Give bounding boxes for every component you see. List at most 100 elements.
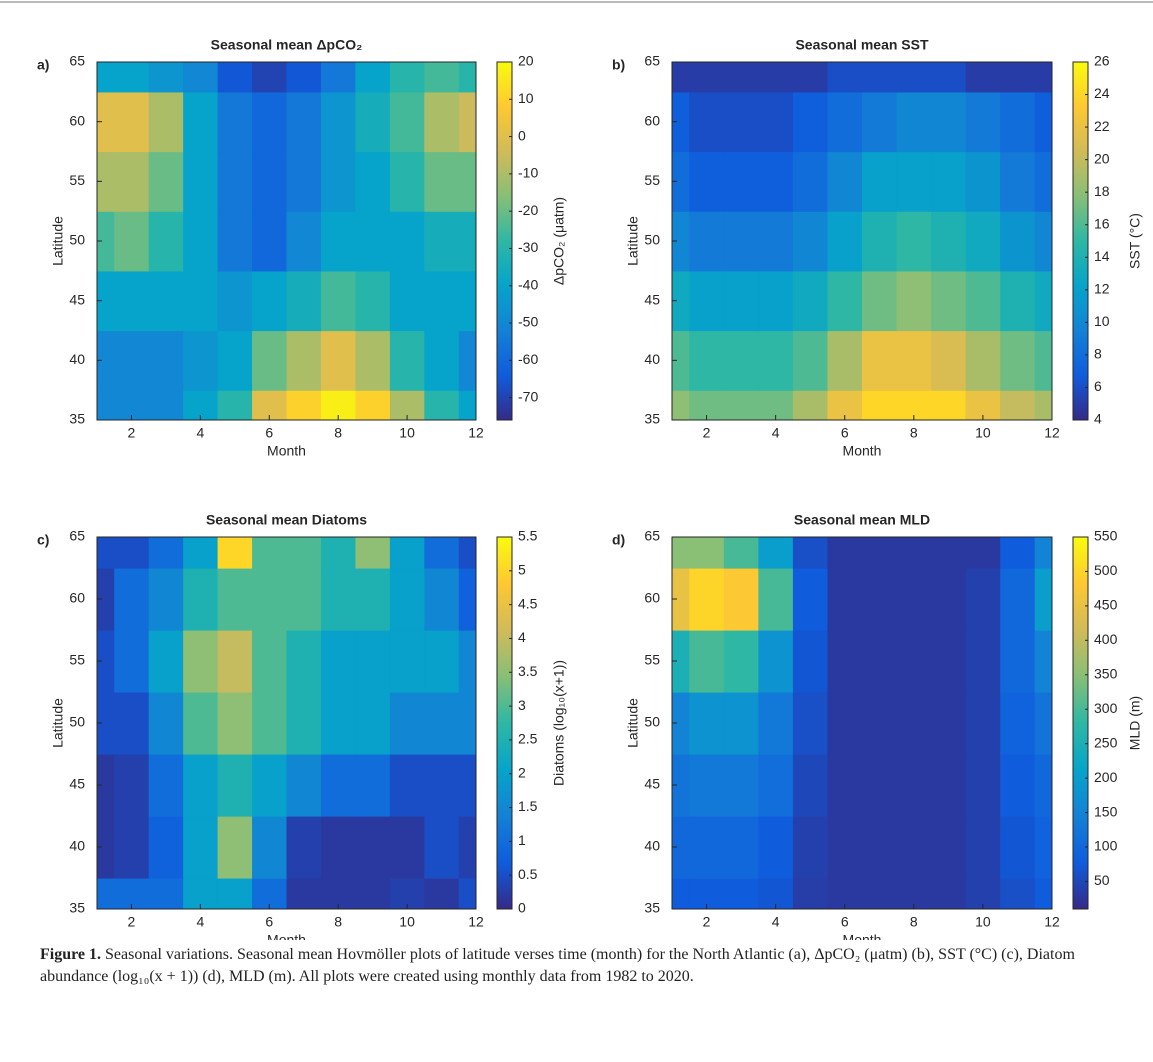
cell	[792, 630, 829, 693]
colorbar-tick-label: 200	[1094, 769, 1118, 785]
cell	[389, 330, 425, 391]
cell	[862, 270, 898, 332]
cell	[114, 330, 150, 391]
y-tick-label: 35	[69, 900, 85, 916]
y-tick-label: 65	[69, 528, 85, 544]
colorbar-tick-label: 50	[1094, 872, 1110, 888]
cell	[896, 692, 932, 755]
cell	[1034, 878, 1052, 909]
x-tick-label: 8	[910, 425, 918, 441]
colorbar-tick-label: 0.5	[518, 866, 538, 882]
colorbar-tick-label: 1.5	[518, 798, 538, 814]
cell	[286, 568, 322, 631]
cell	[320, 692, 357, 755]
cell	[896, 816, 932, 879]
colorbar-tick-label: -70	[518, 388, 538, 404]
cell	[355, 390, 391, 420]
panel-label: a)	[37, 57, 49, 73]
cell	[114, 537, 150, 569]
cell	[97, 211, 115, 272]
colorbar-tick-label: 3.5	[518, 663, 538, 679]
cell	[252, 692, 288, 755]
cell	[320, 816, 357, 879]
cell	[252, 816, 288, 879]
cell	[252, 568, 288, 631]
cell	[286, 330, 322, 391]
cell	[1034, 211, 1052, 272]
cell	[458, 630, 476, 693]
cell	[424, 568, 460, 631]
cell	[286, 390, 322, 420]
cell	[965, 692, 1001, 755]
cell	[862, 754, 898, 817]
cell	[1000, 211, 1036, 272]
cell	[355, 568, 391, 631]
y-tick-label: 45	[69, 776, 85, 792]
cell	[862, 568, 898, 631]
panel-label: b)	[612, 57, 625, 73]
colorbar-tick-label: 2.5	[518, 731, 538, 747]
panel-title: Seasonal mean ΔpCO₂	[211, 37, 363, 53]
cell	[931, 754, 967, 817]
cell	[689, 692, 725, 755]
cell	[389, 91, 425, 153]
y-tick-label: 65	[644, 53, 660, 69]
cell	[217, 62, 253, 93]
cell	[217, 537, 253, 569]
cell	[217, 270, 253, 332]
cell	[424, 151, 460, 212]
cell	[965, 62, 1001, 93]
cell	[320, 151, 357, 212]
cell	[689, 211, 725, 272]
heatmap-cells	[97, 537, 476, 909]
cell	[965, 630, 1001, 693]
cell	[389, 754, 425, 817]
cell	[97, 330, 115, 391]
cell	[1034, 816, 1052, 879]
cell	[97, 568, 115, 631]
cell	[148, 390, 184, 420]
cell	[114, 568, 150, 631]
cell	[148, 270, 184, 332]
heatmap-cells	[672, 62, 1052, 420]
cell	[252, 151, 288, 212]
x-tick-label: 12	[1044, 425, 1060, 441]
cell	[1000, 537, 1036, 569]
cell	[1000, 91, 1036, 153]
cell	[97, 270, 115, 332]
cell	[723, 151, 759, 212]
cell	[286, 816, 322, 879]
cell	[355, 330, 391, 391]
cell	[148, 537, 184, 569]
cell	[97, 537, 115, 569]
cell	[862, 692, 898, 755]
cell	[148, 816, 184, 879]
colorbar-tick-label: -10	[518, 165, 538, 181]
x-axis-label: Month	[267, 443, 306, 459]
y-tick-label: 65	[69, 53, 85, 69]
cell	[355, 91, 391, 153]
cell	[355, 692, 391, 755]
cell	[183, 330, 219, 391]
y-tick-label: 55	[69, 652, 85, 668]
x-tick-label: 10	[399, 425, 415, 441]
x-tick-label: 10	[975, 425, 991, 441]
cell	[355, 630, 391, 693]
cell	[672, 816, 690, 879]
cell	[1000, 630, 1036, 693]
cell	[689, 330, 725, 391]
cell	[672, 630, 690, 693]
colorbar-tick-label: 150	[1094, 803, 1118, 819]
cell	[672, 91, 690, 153]
cell	[389, 151, 425, 212]
colorbar-tick-label: 0	[518, 127, 526, 143]
cell	[217, 568, 253, 631]
cell	[1034, 568, 1052, 631]
colorbar-tick-label: -40	[518, 276, 538, 292]
cell	[424, 816, 460, 879]
cell	[672, 62, 690, 93]
y-tick-label: 35	[644, 900, 660, 916]
cell	[389, 878, 425, 909]
